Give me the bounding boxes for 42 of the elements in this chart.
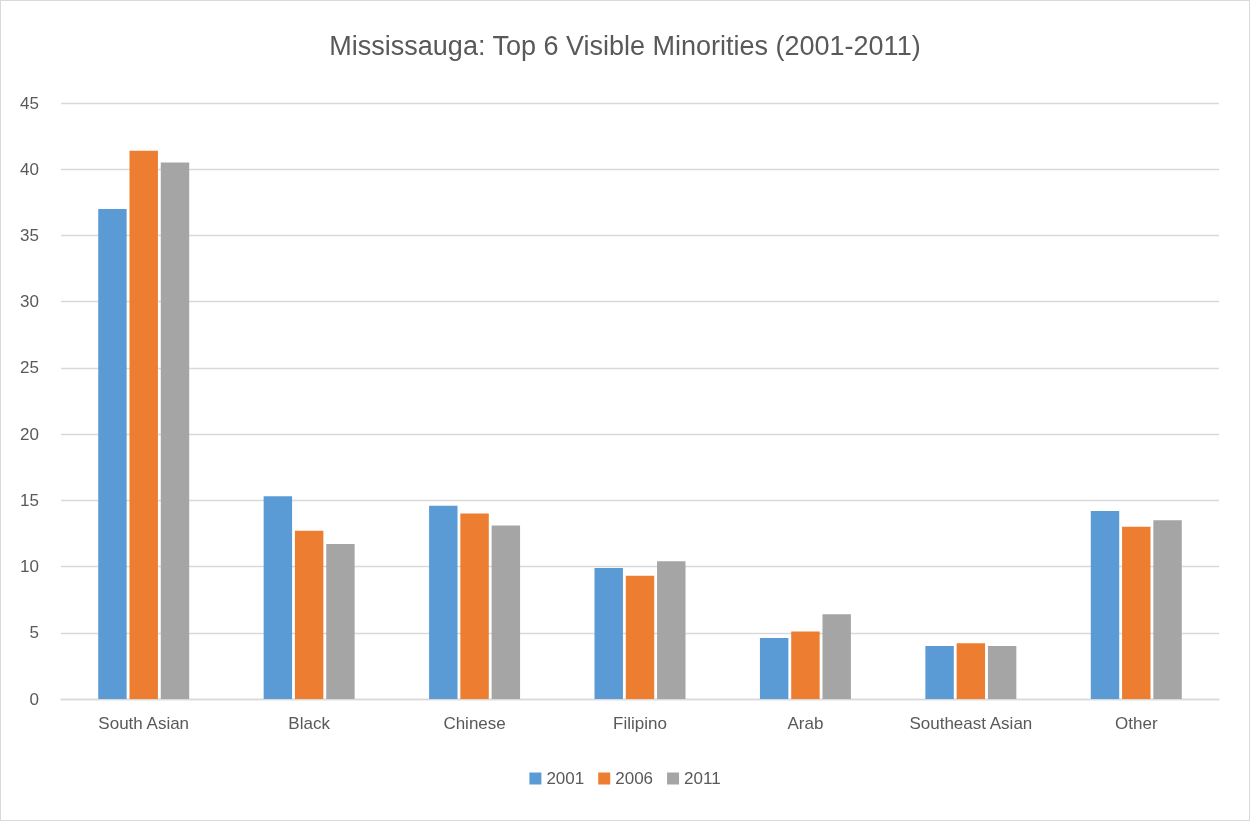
- legend-label: 2006: [615, 769, 654, 788]
- bar: [263, 496, 293, 699]
- bar: [1153, 520, 1182, 699]
- y-tick-label: 25: [20, 358, 39, 378]
- bar: [1090, 510, 1120, 699]
- y-tick-label: 35: [20, 225, 39, 245]
- bar: [129, 150, 158, 699]
- bar: [759, 638, 789, 699]
- bar: [791, 631, 820, 699]
- bar: [594, 567, 623, 699]
- y-tick-label: 20: [20, 424, 39, 444]
- bar: [1122, 526, 1151, 699]
- y-tick-label: 45: [20, 93, 39, 113]
- bar: [160, 162, 190, 699]
- bar: [326, 544, 355, 699]
- bar: [987, 646, 1017, 699]
- bar: [460, 513, 489, 699]
- y-tick-label: 40: [20, 159, 39, 179]
- y-tick-label: 15: [20, 490, 39, 510]
- legend-label: 2011: [684, 769, 721, 788]
- x-tick-label: Other: [1115, 714, 1158, 733]
- x-tick-label: Black: [288, 714, 331, 733]
- bar: [294, 530, 324, 699]
- x-tick-label: Filipino: [613, 714, 667, 733]
- chart-title: Mississauga: Top 6 Visible Minorities (2001-2011): [329, 30, 921, 61]
- x-tick-label: Southeast Asian: [909, 714, 1033, 733]
- bar: [491, 525, 521, 699]
- x-tick-label: Arab: [787, 714, 824, 733]
- y-tick-label: 0: [29, 689, 39, 709]
- y-tick-label: 10: [20, 557, 39, 577]
- y-tick-label: 5: [29, 623, 39, 643]
- bar: [657, 561, 686, 699]
- bar: [822, 614, 851, 699]
- x-tick-label: South Asian: [98, 714, 190, 733]
- bar: [98, 208, 127, 699]
- y-tick-label: 30: [20, 292, 39, 312]
- x-tick-label: Chinese: [443, 714, 506, 733]
- bar: [956, 643, 986, 699]
- bar: [429, 505, 458, 699]
- legend-label: 2001: [546, 769, 585, 788]
- bar: [925, 646, 954, 699]
- bar: [625, 575, 655, 699]
